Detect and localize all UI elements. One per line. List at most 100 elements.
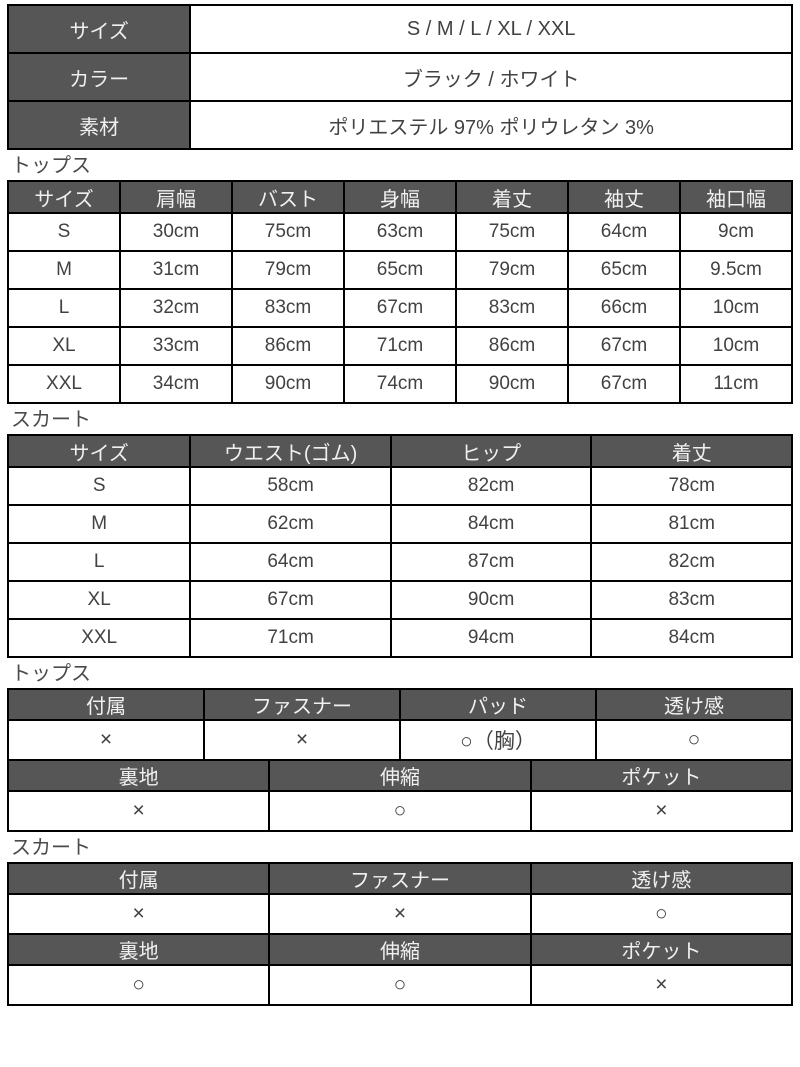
header-cell: 透け感 [595, 688, 793, 721]
header-row: サイズ 肩幅 バスト 身幅 着丈 袖丈 袖口幅 [7, 180, 793, 214]
measurement-cell: 83cm [231, 288, 345, 328]
measurement-cell: 75cm [231, 212, 345, 252]
size-row: L 32cm 83cm 67cm 83cm 66cm 10cm [7, 288, 793, 328]
info-row: カラー ブラック / ホワイト [6, 52, 793, 102]
header-cell: 着丈 [590, 434, 793, 468]
product-info-table: サイズ S / M / L / XL / XXL カラー ブラック / ホワイト 素材ポ… [6, 4, 793, 150]
size-row: XXL 71cm 94cm 84cm [6, 618, 793, 658]
info-label-cell: サイズ [6, 4, 192, 54]
measurement-cell: 65cm [343, 250, 457, 290]
size-row: M 62cm 84cm 81cm [6, 504, 793, 544]
size-cell: XXL [6, 618, 192, 658]
info-label-cell: カラー [6, 52, 192, 102]
value-cell: × [529, 790, 794, 832]
value-cell: ○（胸） [399, 719, 597, 761]
size-cell: XL [6, 580, 192, 620]
size-cell: S [7, 212, 121, 252]
tops-size-head: サイズ 肩幅 バスト 身幅 着丈 袖丈 袖口幅 [7, 180, 793, 214]
tops-spec-table-upper: 付属 ファスナー パッド 透け感 × × ○（胸） ○ [7, 688, 793, 761]
value-cell: ○ [529, 893, 794, 935]
header-cell: ファスナー [268, 862, 532, 895]
measurement-cell: 64cm [567, 212, 681, 252]
measurement-cell: 90cm [389, 580, 593, 620]
spec-header-row: 裏地 伸縮 ポケット [6, 759, 794, 792]
header-cell: ポケット [529, 933, 794, 966]
skirt-spec-lower-body: 裏地 伸縮 ポケット ○ ○ × [6, 933, 794, 1006]
value-cell: ○ [595, 719, 793, 761]
measurement-cell: 66cm [567, 288, 681, 328]
info-value-cell: S / M / L / XL / XXL [189, 4, 793, 54]
header-cell: 裏地 [6, 933, 271, 966]
measurement-cell: 63cm [343, 212, 457, 252]
size-cell: L [6, 542, 192, 582]
value-cell: ○ [6, 964, 271, 1006]
measurement-cell: 83cm [455, 288, 569, 328]
value-cell: ○ [268, 964, 532, 1006]
measurement-cell: 10cm [679, 288, 793, 328]
value-cell: × [268, 893, 532, 935]
header-cell: 袖口幅 [679, 180, 793, 214]
measurement-cell: 84cm [389, 504, 593, 544]
measurement-cell: 67cm [189, 580, 392, 620]
measurement-cell: 71cm [189, 618, 392, 658]
measurement-cell: 58cm [189, 466, 392, 506]
measurement-cell: 9.5cm [679, 250, 793, 290]
info-value-cell: ブラック / ホワイト [189, 52, 793, 102]
skirt-size-body: S 58cm 82cm 78cm M 62cm 84cm 81cm L 64cm 87cm 82cm X… [6, 466, 793, 658]
measurement-cell: 67cm [567, 326, 681, 366]
header-cell: 付属 [7, 688, 205, 721]
measurement-cell: 9cm [679, 212, 793, 252]
size-cell: M [7, 250, 121, 290]
measurement-cell: 79cm [455, 250, 569, 290]
size-row: L 64cm 87cm 82cm [6, 542, 793, 582]
measurement-cell: 10cm [679, 326, 793, 366]
size-row: XL 33cm 86cm 71cm 86cm 67cm 10cm [7, 326, 793, 366]
section-label-skirt-size: スカート [11, 409, 91, 431]
measurement-cell: 62cm [189, 504, 392, 544]
measurement-cell: 31cm [119, 250, 233, 290]
measurement-cell: 33cm [119, 326, 233, 366]
measurement-cell: 82cm [389, 466, 593, 506]
skirt-spec-table-lower: 裏地 伸縮 ポケット ○ ○ × [6, 933, 794, 1006]
measurement-cell: 79cm [231, 250, 345, 290]
info-value-cell: ポリエステル 97% ポリウレタン 3% [189, 100, 793, 150]
measurement-cell: 67cm [343, 288, 457, 328]
section-label-skirt-spec: スカート [11, 837, 91, 859]
tops-spec-lower-body: 裏地 伸縮 ポケット × ○ × [6, 759, 794, 832]
size-cell: XL [7, 326, 121, 366]
header-cell: 付属 [6, 862, 271, 895]
header-cell: 伸縮 [268, 759, 532, 792]
measurement-cell: 86cm [455, 326, 569, 366]
measurement-cell: 34cm [119, 364, 233, 404]
header-cell: 伸縮 [268, 933, 532, 966]
measurement-cell: 30cm [119, 212, 233, 252]
header-cell: サイズ [6, 434, 192, 468]
spec-value-row: × ○ × [6, 790, 794, 832]
skirt-spec-table-upper: 付属 ファスナー 透け感 × × ○ [6, 862, 794, 935]
info-row: サイズ S / M / L / XL / XXL [6, 4, 793, 54]
measurement-cell: 90cm [231, 364, 345, 404]
value-cell: × [6, 893, 271, 935]
header-cell: 身幅 [343, 180, 457, 214]
skirt-spec-upper-body: 付属 ファスナー 透け感 × × ○ [6, 862, 794, 935]
size-cell: M [6, 504, 192, 544]
info-label-cell: 素材 [6, 100, 192, 150]
header-cell: ファスナー [203, 688, 401, 721]
header-cell: ヒップ [389, 434, 593, 468]
header-row: サイズ ウエスト(ゴム) ヒップ 着丈 [6, 434, 793, 468]
measurement-cell: 81cm [590, 504, 793, 544]
measurement-cell: 83cm [590, 580, 793, 620]
measurement-cell: 64cm [189, 542, 392, 582]
value-cell: × [203, 719, 401, 761]
spec-header-row: 付属 ファスナー パッド 透け感 [7, 688, 793, 721]
spec-value-row: × × ○ [6, 893, 794, 935]
size-row: S 30cm 75cm 63cm 75cm 64cm 9cm [7, 212, 793, 252]
measurement-cell: 67cm [567, 364, 681, 404]
size-row: XL 67cm 90cm 83cm [6, 580, 793, 620]
size-row: S 58cm 82cm 78cm [6, 466, 793, 506]
header-cell: 袖丈 [567, 180, 681, 214]
value-cell: × [6, 790, 271, 832]
size-cell: XXL [7, 364, 121, 404]
header-cell: 透け感 [529, 862, 794, 895]
size-row: XXL 34cm 90cm 74cm 90cm 67cm 11cm [7, 364, 793, 404]
